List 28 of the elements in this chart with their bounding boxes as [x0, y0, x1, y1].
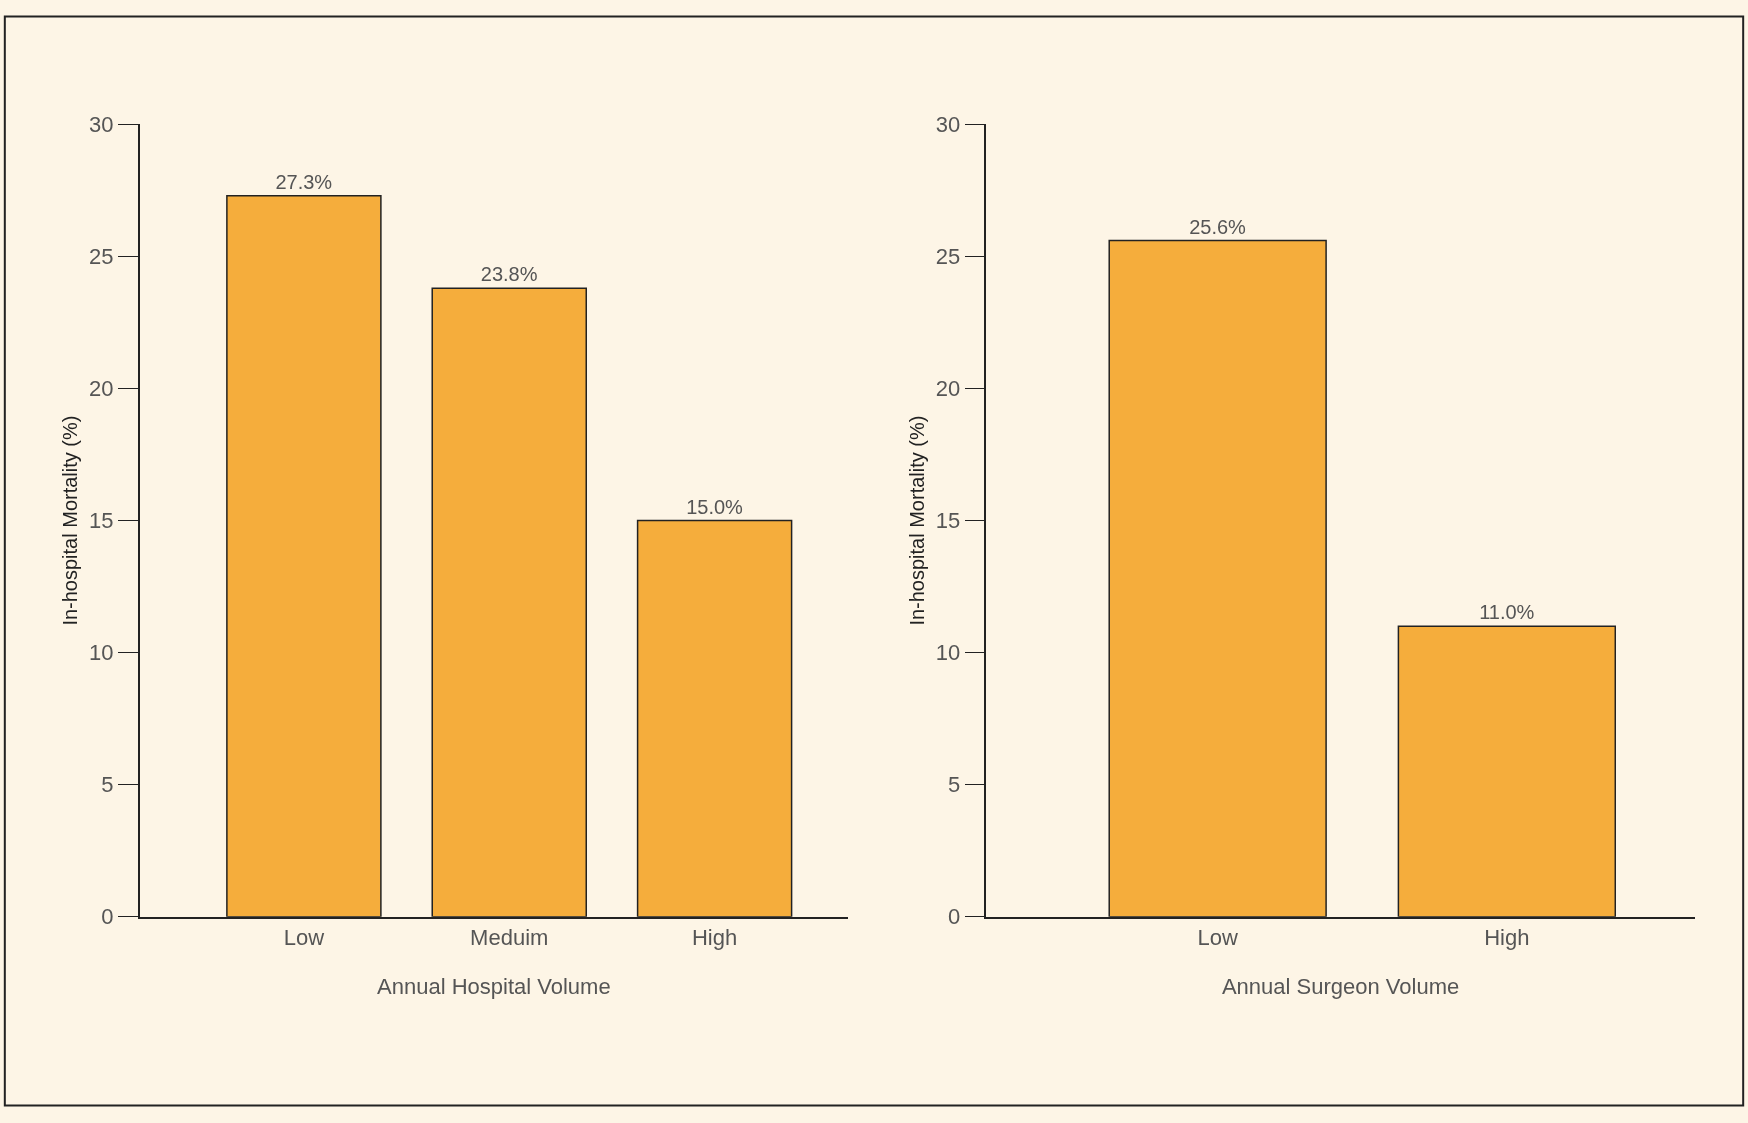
data-label: 27.3% [275, 170, 333, 193]
x-tick-label: High [1484, 924, 1530, 950]
y-tick-label: 20 [935, 376, 961, 402]
x-axis-title: Annual Surgeon Volume [1221, 974, 1460, 1000]
x-tick-label: Meduim [470, 924, 549, 950]
y-tick-label: 25 [935, 244, 961, 270]
y-tick-label: 5 [947, 772, 961, 798]
x-tick-label: Low [1197, 924, 1238, 950]
y-tick-label: 30 [935, 112, 961, 138]
y-tick-label: 0 [101, 904, 114, 930]
y-tick-label: 5 [101, 772, 114, 798]
y-tick-label: 0 [947, 904, 961, 930]
y-tick-label: 20 [88, 376, 114, 402]
y-axis-title: In-hospital Mortality (%) [905, 415, 928, 626]
y-tick-label: 10 [88, 640, 114, 666]
y-tick-label: 15 [88, 508, 114, 534]
x-tick-label: High [691, 924, 738, 950]
x-tick-label: Low [283, 924, 325, 950]
x-axis-title: Annual Hospital Volume [377, 974, 611, 1000]
data-label: 15.0% [686, 495, 744, 518]
data-label: 25.6% [1189, 215, 1247, 238]
y-tick-label: 15 [935, 508, 961, 534]
y-tick-label: 25 [88, 244, 114, 270]
y-tick-label: 30 [88, 112, 114, 138]
data-label: 23.8% [480, 263, 538, 286]
data-label: 11.0% [1479, 601, 1535, 624]
y-axis-title: In-hospital Mortality (%) [58, 415, 81, 626]
y-tick-label: 10 [935, 640, 961, 666]
